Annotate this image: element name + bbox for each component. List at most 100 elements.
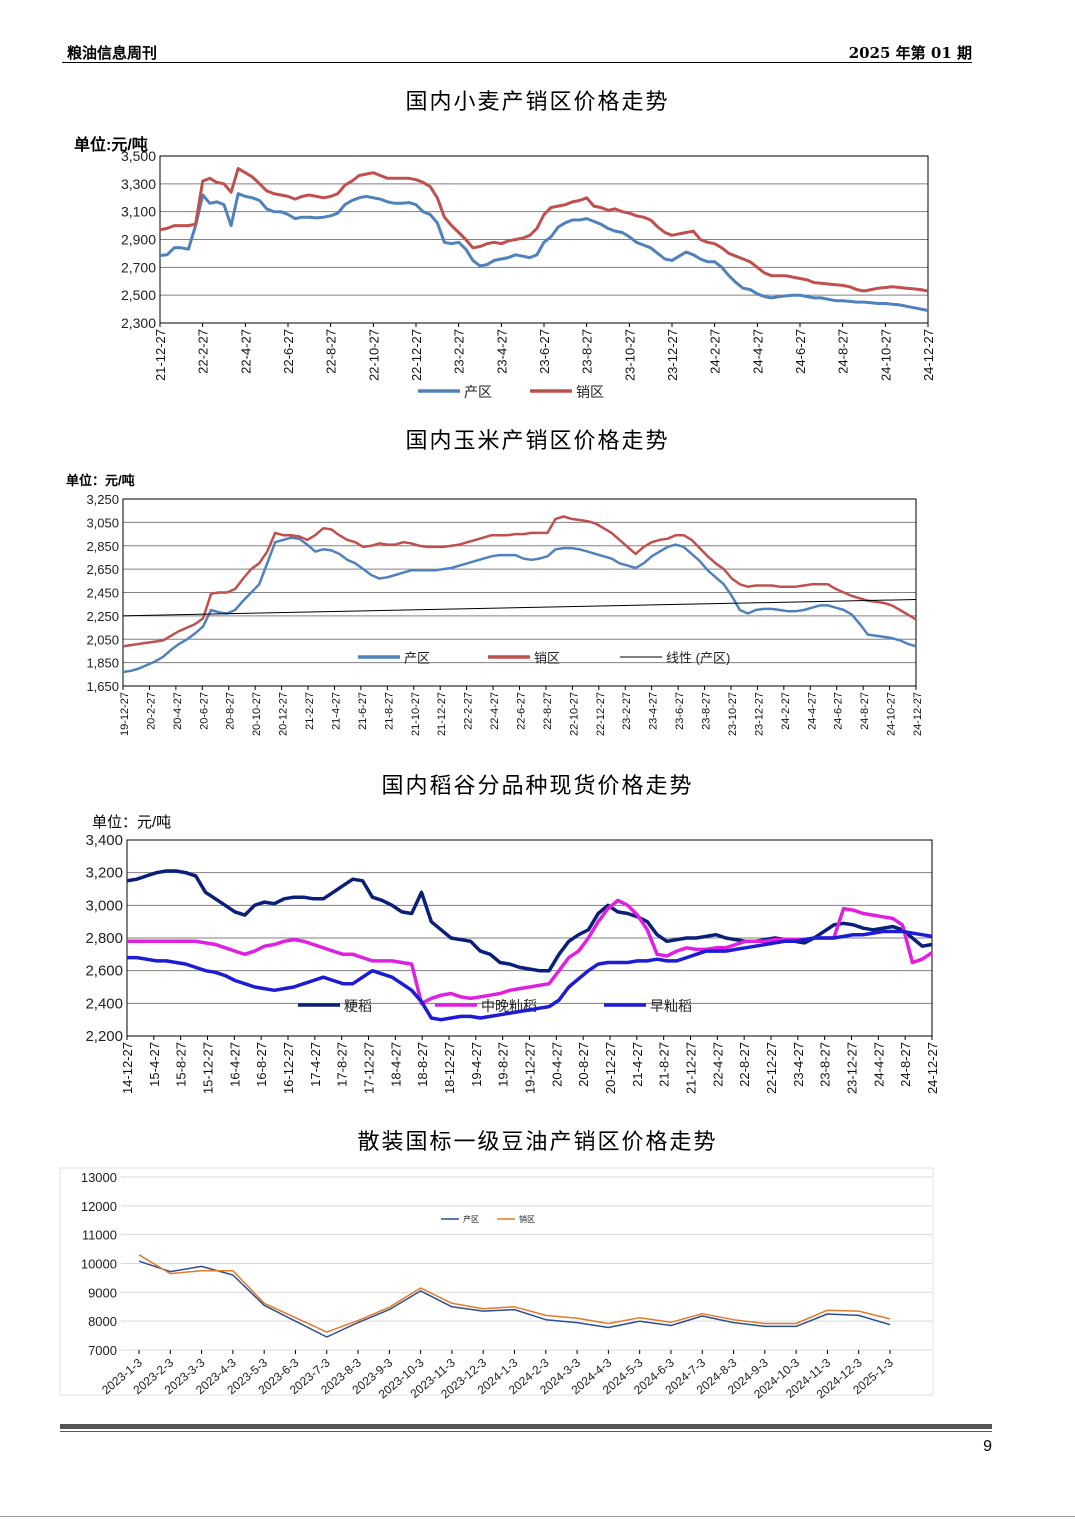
x-tick-label: 22-10-27 (568, 692, 580, 736)
x-tick-label: 22-12-27 (595, 692, 607, 736)
x-tick-label: 17-8-27 (335, 1042, 350, 1087)
unit-label: 单位:元/吨 (74, 135, 148, 154)
x-tick-label: 23-8-27 (818, 1042, 833, 1087)
legend-label: 粳稻 (344, 998, 372, 1014)
x-tick-label: 17-12-27 (362, 1042, 377, 1094)
x-tick-label: 23-12-27 (845, 1042, 860, 1094)
y-tick-label: 3,250 (86, 492, 119, 507)
y-tick-label: 3,050 (86, 515, 119, 530)
x-tick-label: 18-4-27 (388, 1042, 403, 1087)
chart-frame (59, 1167, 934, 1396)
y-tick-label: 2,450 (86, 586, 119, 601)
series-line (138, 1260, 891, 1338)
x-tick-label: 20-6-27 (198, 692, 210, 730)
y-tick-label: 3,500 (121, 148, 156, 164)
x-tick-label: 22-12-27 (764, 1042, 779, 1094)
x-tick-label: 24-8-27 (859, 692, 871, 730)
legend-label: 产区 (463, 1214, 479, 1224)
y-tick-label: 2,250 (86, 609, 119, 624)
y-tick-label: 2,400 (85, 995, 123, 1012)
series-line (126, 869, 933, 973)
y-tick-label: 9000 (88, 1285, 117, 1300)
x-tick-label: 14-12-27 (120, 1042, 135, 1094)
x-tick-label: 20-4-27 (549, 1042, 564, 1087)
y-tick-label: 1,650 (86, 679, 119, 694)
x-tick-label: 22-10-27 (366, 329, 381, 381)
x-tick-label: 16-12-27 (281, 1042, 296, 1094)
series-line (138, 1254, 891, 1333)
x-tick-label: 16-4-27 (227, 1042, 242, 1087)
x-tick-label: 24-2-27 (780, 692, 792, 730)
y-tick-label: 11000 (82, 1228, 117, 1243)
series-line (122, 536, 917, 674)
legend-label: 线性 (产区) (666, 651, 730, 666)
x-tick-label: 22-12-27 (409, 329, 424, 381)
legend-label: 产区 (404, 651, 430, 666)
x-tick-label: 22-8-27 (542, 692, 554, 730)
y-tick-label: 2,050 (86, 632, 119, 647)
x-tick-label: 19-12-27 (119, 692, 131, 736)
x-tick-label: 20-8-27 (576, 1042, 591, 1087)
x-tick-label: 20-12-27 (603, 1042, 618, 1094)
x-tick-label: 21-4-27 (630, 1042, 645, 1087)
y-tick-label: 2,850 (86, 539, 119, 554)
chart-title-soyoil: 散装国标一级豆油产销区价格走势 (357, 1130, 718, 1155)
series-line (127, 898, 933, 1006)
x-tick-label: 20-12-27 (278, 692, 290, 736)
x-tick-label: 21-2-27 (304, 692, 316, 730)
x-tick-label: 24-12-27 (912, 692, 924, 736)
y-tick-label: 2,800 (85, 930, 123, 947)
series-line (159, 167, 929, 293)
y-tick-label: 2,700 (121, 259, 156, 275)
unit-label: 单位：元/吨 (66, 473, 135, 488)
x-tick-label: 22-4-27 (238, 329, 253, 374)
x-tick-label: 23-4-27 (791, 1042, 806, 1087)
x-tick-label: 23-10-27 (622, 329, 637, 381)
x-tick-label: 20-4-27 (172, 692, 184, 730)
x-tick-label: 19-12-27 (523, 1042, 538, 1094)
legend-label: 产区 (464, 384, 492, 400)
x-tick-label: 23-6-27 (537, 329, 552, 374)
x-tick-label: 22-8-27 (324, 329, 339, 374)
x-tick-label: 21-4-27 (330, 692, 342, 730)
series-line (127, 929, 933, 1022)
y-tick-label: 2,300 (121, 315, 156, 331)
header-issue: 2025 年第 01 期 (848, 44, 972, 62)
x-tick-label: 22-2-27 (463, 692, 475, 730)
y-tick-label: 3,000 (85, 897, 123, 914)
x-tick-label: 24-4-27 (806, 692, 818, 730)
x-tick-label: 24-6-27 (793, 329, 808, 374)
header-divider (62, 62, 972, 63)
wheat-price-chart: 2,300 2,500 2,700 2,900 3,100 3,300 3,500单位:元/… (74, 135, 936, 400)
x-tick-label: 24-8-27 (836, 329, 851, 374)
x-tick-label: 19-4-27 (469, 1042, 484, 1087)
x-tick-label: 18-8-27 (415, 1042, 430, 1087)
page-edge-line (0, 1516, 1075, 1517)
legend-label: 销区 (576, 384, 604, 400)
x-tick-label: 23-4-27 (648, 692, 660, 730)
x-tick-label: 21-8-27 (657, 1042, 672, 1087)
x-tick-label: 24-6-27 (833, 692, 845, 730)
soybean-oil-price-chart: 700080009000100001100012000130002023-1-3… (59, 1167, 934, 1401)
x-tick-label: 24-2-27 (708, 329, 723, 374)
x-tick-label: 23-4-27 (494, 329, 509, 374)
trendline (122, 599, 917, 617)
x-tick-label: 24-10-27 (886, 692, 898, 736)
x-tick-label: 20-8-27 (225, 692, 237, 730)
x-tick-label: 16-8-27 (254, 1042, 269, 1087)
y-tick-label: 1,850 (86, 656, 119, 671)
x-tick-label: 21-10-27 (410, 692, 422, 736)
x-tick-label: 15-8-27 (174, 1042, 189, 1087)
x-tick-label: 21-12-27 (436, 692, 448, 736)
y-tick-label: 3,400 (85, 832, 123, 849)
x-tick-label: 20-10-27 (251, 692, 263, 736)
x-tick-label: 17-4-27 (308, 1042, 323, 1087)
legend-label: 早籼稻 (650, 998, 692, 1014)
x-tick-label: 23-8-27 (701, 692, 713, 730)
x-tick-label: 15-4-27 (147, 1042, 162, 1087)
x-tick-label: 19-8-27 (496, 1042, 511, 1087)
x-tick-label: 24-4-27 (871, 1042, 886, 1087)
x-tick-label: 24-4-27 (750, 329, 765, 374)
x-tick-label: 21-8-27 (383, 692, 395, 730)
rice-price-chart: 2,200 2,400 2,600 2,800 3,000 3,200 3,400单位：元/… (85, 814, 940, 1094)
